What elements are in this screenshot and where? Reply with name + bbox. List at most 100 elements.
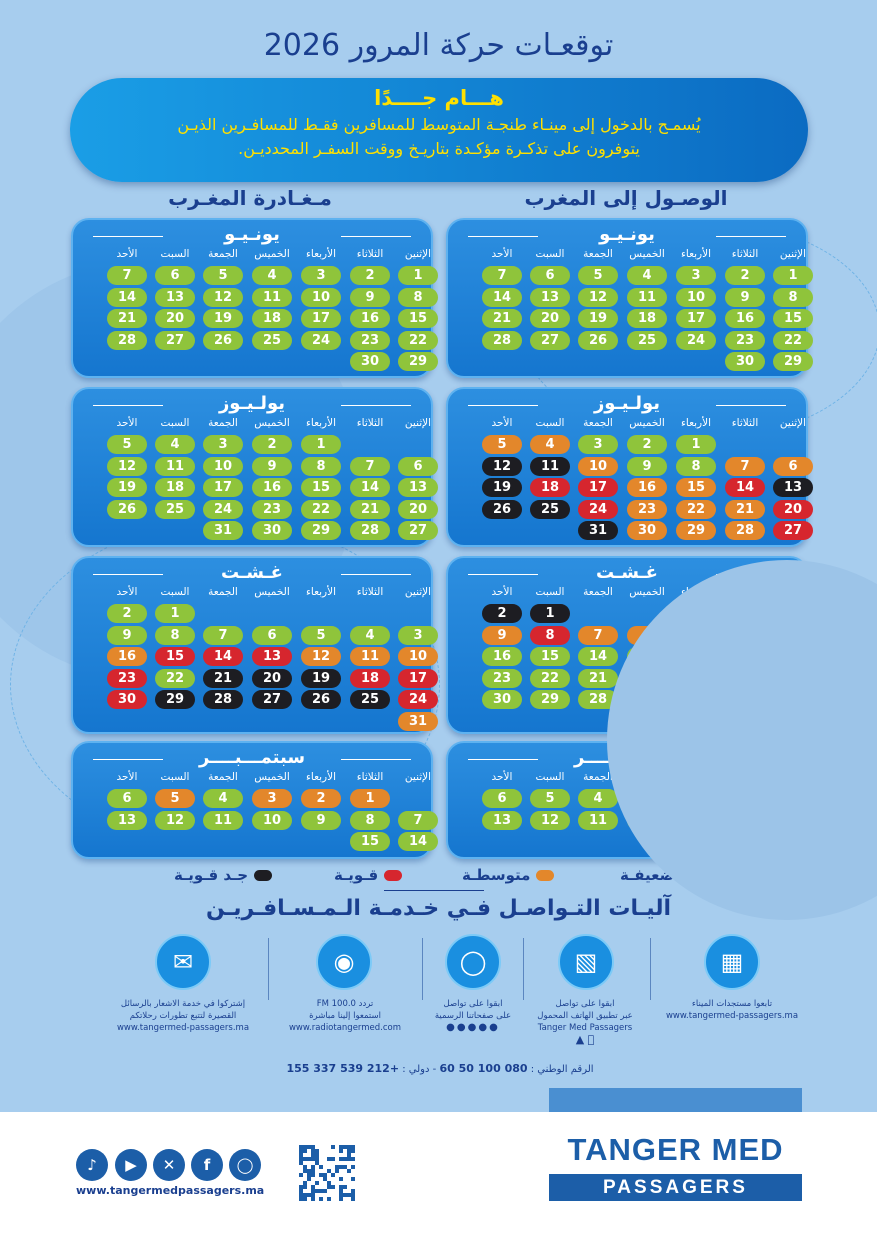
day-cell: 11 (725, 647, 765, 666)
day-cell: 10 (301, 287, 341, 307)
day-cell: 26 (107, 499, 147, 519)
day-cell: 22 (398, 330, 438, 350)
day-cell: 14 (203, 647, 243, 666)
day-cell: 7 (398, 810, 438, 830)
month-rule (341, 236, 411, 237)
day-cell: 21 (107, 309, 147, 328)
legend-dot-very-strong (254, 869, 273, 881)
page-title: توقعـات حركة المرور 2026 (263, 28, 614, 63)
day-cell: 20 (398, 499, 438, 519)
day-cell: 7 (578, 625, 618, 645)
month-name: يولـيـوز (218, 393, 286, 414)
day-cell: 3 (203, 435, 243, 454)
legend-label-very-strong: جـد قـويـة (174, 866, 249, 884)
day-cell: 8 (530, 625, 570, 645)
youtube-icon[interactable]: ▶ (115, 1149, 147, 1181)
legend-very-strong: جـد قـويـة (174, 866, 273, 884)
notice-line-2: يتوفرون على تذكـرة مؤكـدة بتاريـخ ووقت ا… (238, 139, 640, 158)
day-cell: 12 (203, 287, 243, 307)
day-cell: 3 (398, 625, 438, 645)
tiktok-icon[interactable]: ♪ (76, 1149, 108, 1181)
day-cell: 2 (676, 789, 716, 808)
app-store-icons[interactable]:  ▲ (576, 1033, 595, 1046)
day-cell: 5 (530, 789, 570, 808)
contact-line: القصيرة لتتبع تطورات رحلاتكم (129, 1011, 237, 1021)
day-cell: 9 (301, 810, 341, 830)
brand-logo-bottom: PASSAGERS (549, 1174, 802, 1201)
day-cell: 14 (107, 287, 147, 307)
x-icon[interactable]: ✕ (153, 1149, 185, 1181)
day-cell: 12 (107, 456, 147, 476)
contact-link[interactable]: www.tangermed-passagers.ma (116, 1023, 250, 1033)
weekday-label: الأحد (116, 417, 138, 429)
day-cell: 5 (578, 266, 618, 285)
day-cell: 18 (530, 478, 570, 497)
day-cell: 17 (398, 668, 438, 688)
day-cell: 14 (350, 478, 390, 497)
weekday-label: الأحد (491, 586, 513, 598)
sms-phone-icon[interactable]: ✉ (155, 934, 211, 990)
national-number[interactable]: 080 100 50 60 (439, 1062, 528, 1075)
day-cell: 29 (398, 352, 438, 371)
day-cell: 21 (482, 309, 522, 328)
arrival-heading: الوصـول إلى المغرب (524, 186, 728, 210)
weekday-label: السبت (160, 771, 190, 783)
radio-icon[interactable]: ◉ (316, 934, 372, 990)
footer-website[interactable]: www.tangermedpassagers.ma (76, 1184, 265, 1197)
mini-social-icons[interactable]: ●●●●● (446, 1022, 500, 1033)
contact-line: تابعوا مستجدات الميناء (691, 999, 773, 1009)
day-cell: 23 (482, 668, 522, 688)
day-cell: 22 (676, 499, 716, 519)
day-cell: 30 (725, 352, 765, 371)
day-cell: 5 (301, 625, 341, 645)
weekday-label: الخميس (629, 586, 665, 598)
day-cell: 12 (676, 647, 716, 666)
weekday-label: الإثنين (404, 771, 432, 783)
day-cell: 15 (676, 478, 716, 497)
day-cell: 15 (773, 309, 813, 328)
day-cell: 1 (301, 435, 341, 454)
contact-line: Tanger Med Passagers (537, 1023, 633, 1033)
day-cell: 7 (482, 266, 522, 285)
day-cell: 3 (773, 625, 813, 645)
day-cell: 29 (773, 352, 813, 371)
legend-weak: ضعيفـة (620, 866, 699, 884)
contact-link[interactable]: www.radiotangermed.com (288, 1023, 402, 1033)
weekday-label: الخميس (254, 586, 290, 598)
day-cell: 26 (482, 499, 522, 519)
day-cell: 13 (627, 647, 667, 666)
day-cell: 16 (107, 647, 147, 666)
day-cell: 8 (676, 456, 716, 476)
weekday-label: الأربعاء (680, 771, 712, 783)
contact-link[interactable]: www.tangermed-passagers.ma (665, 1011, 799, 1021)
mobile-app-icon[interactable]: ▧ (558, 934, 614, 990)
weekday-label: الثلاثاء (731, 586, 759, 598)
day-cell: 24 (773, 690, 813, 709)
month-rule (716, 574, 786, 575)
notice-heading: هـــام جــــدًا (374, 86, 504, 110)
day-cell: 28 (203, 690, 243, 709)
intl-label: دولي : (402, 1064, 430, 1075)
legend-dot-strong (384, 869, 403, 881)
contact-line: على صفحاتنا الرسمية (434, 1011, 512, 1021)
intl-number[interactable]: +212 539 337 155 (286, 1062, 400, 1075)
day-cell: 10 (203, 456, 243, 476)
day-cell: 25 (252, 330, 292, 350)
globe-icon[interactable]: ◯ (445, 934, 501, 990)
day-cell: 9 (676, 810, 716, 830)
day-cell: 30 (627, 521, 667, 540)
weekday-label: الخميس (629, 417, 665, 429)
footer-qr-code[interactable] (299, 1145, 355, 1201)
day-cell: 3 (627, 789, 667, 808)
month-name: سبتمـــبــــر (573, 747, 681, 768)
day-cell: 26 (203, 330, 243, 350)
day-cell: 18 (252, 309, 292, 328)
facebook-icon[interactable]: f (191, 1149, 223, 1181)
contact-text-radio: تردد FM 100.0 استمعوا إلينا مباشرة www.r… (270, 998, 420, 1034)
month-rule (468, 405, 538, 406)
divider (650, 938, 651, 1000)
departure-month-panel: سبتمـــبــــر الإثنين الثلاثاء الأربعاء الخم… (71, 741, 438, 859)
instagram-icon[interactable]: ◯ (229, 1149, 261, 1181)
qr-code-icon[interactable]: ▦ (704, 934, 760, 990)
weekday-label: الأحد (116, 771, 138, 783)
